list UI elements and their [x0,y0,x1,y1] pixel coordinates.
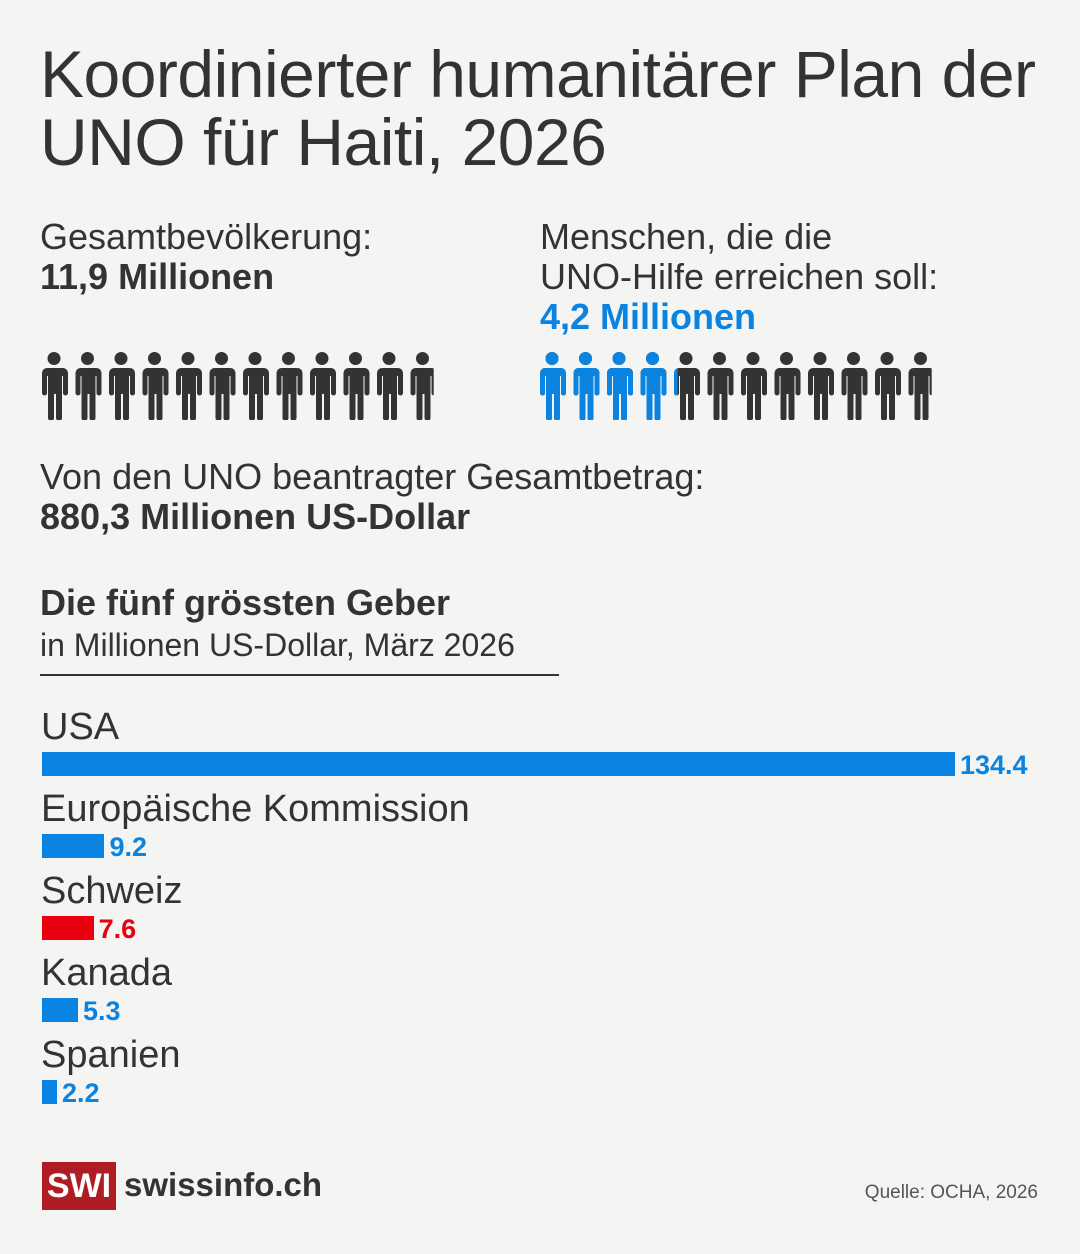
person-icon [875,352,901,420]
population-stat: Gesamtbevölkerung: 11,9 Millionen [40,217,372,297]
person-icon [42,352,68,420]
bar-value-label: 9.2 [109,832,148,862]
person-icon [741,352,767,420]
divider [40,674,559,676]
funding-value: 880,3 Millionen US-Dollar [40,496,471,537]
target-people-icons [540,352,932,420]
person-icon [243,352,269,420]
target-stat: Menschen, die die UNO-Hilfe erreichen so… [540,217,938,337]
page-title: Koordinierter humanitärer Plan der UNO f… [40,37,1036,179]
person-icon [377,352,403,420]
person-icon [75,352,102,420]
source-note: Quelle: OCHA, 2026 [864,1182,1038,1203]
person-icon [908,352,932,420]
chart-subtitle: in Millionen US-Dollar, März 2026 [40,627,515,663]
funding-stat: Von den UNO beantragter Gesamtbetrag: 88… [40,457,704,537]
person-icon [774,352,801,420]
bar-category-label: Europäische Kommission [41,788,470,830]
bar-value-label: 134.4 [960,750,1028,780]
bar [42,834,105,858]
person-icon [276,352,303,420]
bar [42,1080,57,1104]
logo-text[interactable]: swissinfo.ch [124,1166,323,1203]
funding-label: Von den UNO beantragter Gesamtbetrag: [40,456,705,497]
person-icon [573,352,600,420]
bar-category-label: Spanien [41,1034,181,1076]
target-label-line2: UNO-Hilfe erreichen soll: [540,256,939,297]
person-icon [607,352,633,420]
population-label: Gesamtbevölkerung: [40,216,373,257]
person-icon [109,352,135,420]
swi-logo[interactable]: SWI [42,1162,116,1210]
population-people-icons [42,352,434,420]
target-value: 4,2 Millionen [540,296,757,337]
bar-value-label: 5.3 [83,996,121,1026]
population-value: 11,9 Millionen [40,256,275,297]
person-icon [209,352,236,420]
bar [42,916,94,940]
bar-value-label: 7.6 [98,914,137,944]
bar-category-label: Schweiz [41,870,183,912]
person-icon [540,352,566,420]
person-icon [176,352,202,420]
person-icon [310,352,336,420]
person-icon [674,352,700,420]
person-icon [808,352,834,420]
chart-title: Die fünf grössten Geber [40,582,451,623]
person-icon [640,352,667,420]
bar [42,752,955,776]
bar-value-label: 2.2 [61,1078,100,1108]
person-icon [410,352,434,420]
person-icon [142,352,169,420]
bar-category-label: USA [41,706,120,748]
person-icon [841,352,868,420]
person-icon [707,352,734,420]
person-icon [343,352,370,420]
target-label-line1: Menschen, die die [540,216,833,257]
bar [42,998,78,1022]
bar-category-label: Kanada [41,952,173,994]
